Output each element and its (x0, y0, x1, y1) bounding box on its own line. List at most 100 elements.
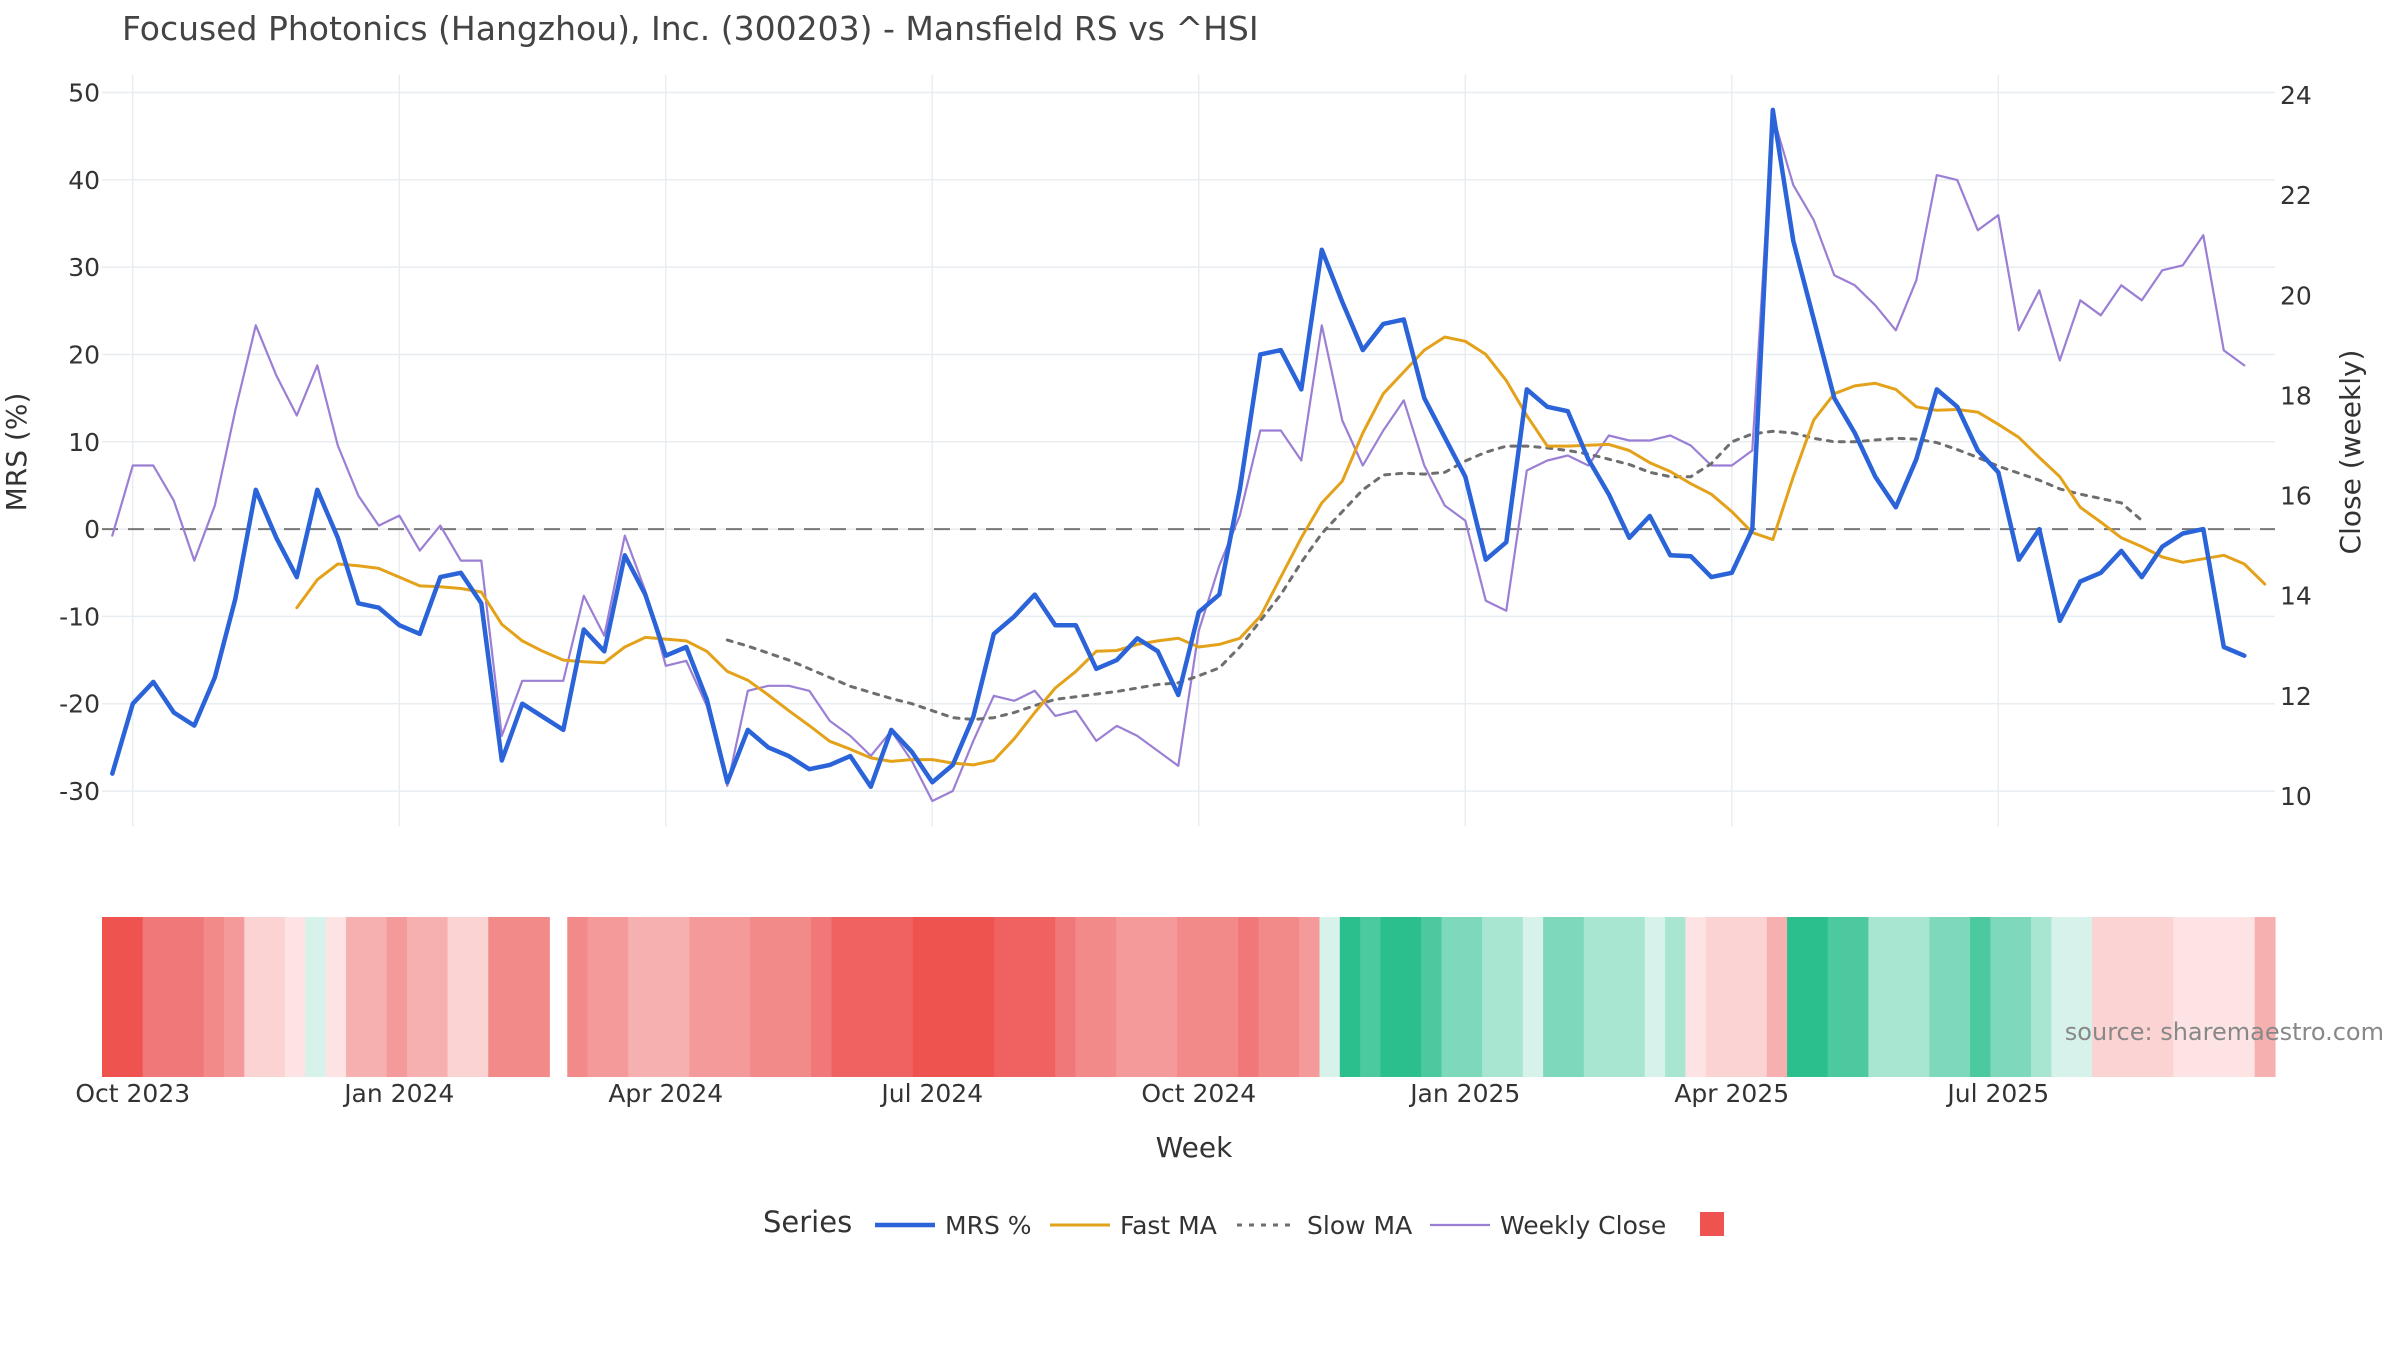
regime-cell (1522, 917, 1544, 1077)
regime-cell (770, 917, 792, 1077)
regime-cell (508, 917, 530, 1077)
regime-cell (1177, 917, 1199, 1077)
regime-cell (1888, 917, 1910, 1077)
regime-cell (953, 917, 975, 1077)
regime-cell (1726, 917, 1748, 1077)
regime-cell (750, 917, 772, 1077)
y2-tick-label: 18 (2280, 381, 2312, 410)
regime-cell (1665, 917, 1687, 1077)
regime-cell (183, 917, 205, 1077)
regime-cell (2031, 917, 2052, 1077)
regime-cell (1400, 917, 1422, 1077)
x-tick-label: Jul 2024 (879, 1079, 983, 1108)
regime-cell (366, 917, 388, 1077)
regime-cell (386, 917, 408, 1077)
regime-cell (1217, 917, 1239, 1077)
y2-tick-label: 14 (2280, 582, 2312, 611)
y-axis-title: MRS (%) (0, 393, 33, 512)
regime-cell (892, 917, 914, 1077)
y2-tick-label: 16 (2280, 482, 2312, 511)
regime-cell (1624, 917, 1646, 1077)
x-tick-label: Apr 2024 (608, 1079, 723, 1108)
regime-cell (2193, 917, 2215, 1077)
y-tick-label: 0 (84, 515, 100, 544)
fast-ma-series-line (295, 335, 2267, 767)
regime-cell (1197, 917, 1219, 1077)
regime-cell (1116, 917, 1138, 1077)
y2-tick-label: 20 (2280, 281, 2312, 310)
y-tick-label: 50 (68, 78, 100, 107)
regime-cell (1807, 917, 1829, 1077)
regime-cell (628, 917, 650, 1077)
regime-cell (2010, 917, 2032, 1077)
regime-cell (973, 917, 995, 1077)
regime-cell (1136, 917, 1158, 1077)
regime-cell (1156, 917, 1178, 1077)
regime-cell (1970, 917, 1991, 1077)
regime-cell (1827, 917, 1849, 1077)
regime-cell (528, 917, 550, 1077)
legend-label: MRS % (945, 1211, 1032, 1240)
x-tick-label: Jan 2025 (1408, 1079, 1520, 1108)
regime-cell (122, 917, 144, 1077)
y-tick-label: 10 (68, 428, 100, 457)
regime-cell (1990, 917, 2012, 1077)
regime-cell (1644, 917, 1666, 1077)
regime-cell (729, 917, 751, 1077)
y-tick-label: -10 (59, 602, 100, 631)
y2-tick-label: 22 (2280, 181, 2312, 210)
x-tick-label: Oct 2023 (75, 1079, 190, 1108)
legend-label: Slow MA (1307, 1211, 1412, 1240)
regime-cell (1014, 917, 1036, 1077)
regime-cell (162, 917, 184, 1077)
x-axis-title: Week (1156, 1131, 1233, 1164)
regime-cell (488, 917, 510, 1077)
regime-cell (1055, 917, 1077, 1077)
regime-cell (1909, 917, 1930, 1077)
regime-cell (2071, 917, 2093, 1077)
regime-cell (1360, 917, 1382, 1077)
regime-cell (1421, 917, 1443, 1077)
x-tick-label: Apr 2025 (1674, 1079, 1789, 1108)
regime-cell (2153, 917, 2174, 1077)
regime-cell (1278, 917, 1300, 1077)
legend-label: Fast MA (1120, 1211, 1217, 1240)
regime-cell (790, 917, 812, 1077)
regime-cell (1075, 917, 1097, 1077)
regime-cell (668, 917, 690, 1077)
y-tick-label: 40 (68, 166, 100, 195)
regime-strip (102, 917, 2276, 1077)
regime-cell (284, 917, 306, 1077)
regime-cell (345, 917, 367, 1077)
regime-cell (851, 917, 873, 1077)
regime-cell (1238, 917, 1260, 1077)
regime-cell (406, 917, 428, 1077)
y2-axis-title: Close (weekly) (2334, 350, 2367, 555)
regime-cell (607, 917, 629, 1077)
mrs-series-line (110, 107, 2247, 789)
x-tick-label: Oct 2024 (1141, 1079, 1256, 1108)
regime-cell (305, 917, 327, 1077)
regime-cell (587, 917, 609, 1077)
axis-layer: 50 40 30 20 10 0 -10 -20 -30 24 22 20 18 16 14 12 10 Oct … (59, 78, 2312, 1108)
regime-cell (1380, 917, 1402, 1077)
regime-cell (427, 917, 449, 1077)
regime-cell (1299, 917, 1321, 1077)
y-tick-label: -20 (59, 690, 100, 719)
legend: Series MRS % Fast MA Slow MA Weekly Close (763, 1205, 1724, 1240)
regime-cell (325, 917, 347, 1077)
regime-cell (933, 917, 955, 1077)
grid-layer (102, 75, 2275, 826)
regime-cell (1583, 917, 1605, 1077)
regime-cell (447, 917, 469, 1077)
regime-cell (1461, 917, 1483, 1077)
regime-cell (1319, 917, 1341, 1077)
chart-title: Focused Photonics (Hangzhou), Inc. (3002… (122, 9, 1259, 48)
regime-cell (142, 917, 164, 1077)
regime-cell (102, 917, 123, 1077)
regime-cell (467, 917, 489, 1077)
series-layer (110, 107, 2267, 803)
y-tick-label: 30 (68, 253, 100, 282)
